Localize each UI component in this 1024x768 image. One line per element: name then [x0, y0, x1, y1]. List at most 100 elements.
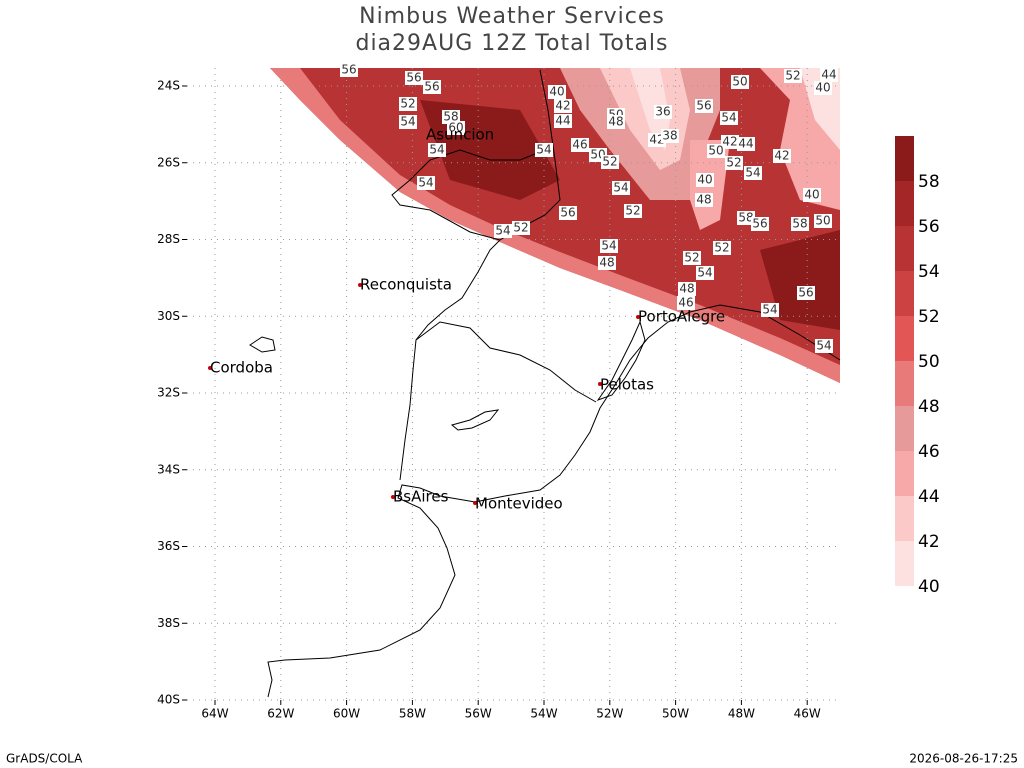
- contour-label-bg: [773, 149, 791, 163]
- y-tick-label: 32S: [157, 386, 180, 400]
- y-tick-label: 26S: [157, 155, 180, 169]
- shaded-area: [270, 68, 840, 383]
- contour-label: 54: [400, 115, 415, 129]
- y-tick-label: 30S: [157, 309, 180, 323]
- contour-label-bg: [814, 214, 832, 228]
- colorbar: 40 42 44 46 48 50 52 54 56 58: [895, 136, 940, 597]
- contour-label-bg: [797, 286, 815, 300]
- contour-label-bg: [737, 137, 755, 151]
- contour-label: 56: [798, 286, 813, 300]
- colorbar-label: 46: [918, 442, 940, 462]
- contour-label: 42: [555, 99, 570, 113]
- contour-label-bg: [695, 193, 713, 207]
- colorbar-box: [895, 271, 914, 316]
- contour-label: 54: [495, 224, 510, 238]
- contour-label-bg: [696, 266, 714, 280]
- x-tick-label: 60W: [333, 707, 360, 721]
- contour-label: 56: [696, 99, 711, 113]
- x-tick-label: 52W: [596, 707, 623, 721]
- contour-label-bg: [803, 188, 821, 202]
- colorbar-box: [895, 496, 914, 541]
- contour-label-bg: [612, 181, 630, 195]
- border: [415, 321, 597, 403]
- contour-label: 54: [601, 239, 616, 253]
- contour-label: 42: [774, 149, 789, 163]
- contour-label: 56: [406, 71, 421, 85]
- contour-label-bg: [707, 144, 725, 158]
- contour-label: 48: [696, 193, 711, 207]
- contour-label-bg: [678, 282, 696, 296]
- border: [391, 149, 546, 241]
- contour-label: 54: [536, 143, 551, 157]
- contour-label: 52: [726, 156, 741, 170]
- contour-label: 40: [804, 188, 819, 202]
- contour-label-bg: [695, 99, 713, 113]
- contour-label-bg: [399, 115, 417, 129]
- y-tick-label: 28S: [157, 232, 180, 246]
- contour-label: 52: [625, 204, 640, 218]
- city-marker: [391, 495, 395, 499]
- contour-label: 44: [821, 68, 836, 82]
- contour-label-bg: [494, 224, 512, 238]
- colorbar-label: 58: [918, 172, 940, 192]
- contour-label-bg: [725, 156, 743, 170]
- city-marker: [598, 382, 602, 386]
- contour-label-bg: [559, 206, 577, 220]
- title: Nimbus Weather Services: [359, 4, 665, 29]
- contour-label-bg: [751, 217, 769, 231]
- contour-label: 48: [679, 282, 694, 296]
- colorbar-label: 48: [918, 397, 940, 417]
- contour-label: 42: [649, 133, 664, 147]
- contour-label-bg: [598, 256, 616, 270]
- contour-label: 56: [341, 63, 356, 77]
- contour-label: 40: [815, 81, 830, 95]
- x-tick-label: 58W: [399, 707, 426, 721]
- contour-label: 52: [400, 97, 415, 111]
- contour-label-bg: [713, 241, 731, 255]
- contour-label-bg: [548, 85, 566, 99]
- city-marker: [636, 315, 640, 319]
- colorbar-label: 50: [918, 352, 940, 372]
- x-tick-label: 56W: [465, 707, 492, 721]
- contour-label: 54: [613, 181, 628, 195]
- city-marker: [473, 501, 477, 505]
- shaded-area: [630, 68, 670, 150]
- y-tick-label: 34S: [157, 462, 180, 476]
- contour-label-bg: [447, 121, 465, 135]
- contour-label-bg: [791, 217, 809, 231]
- contour-label-bg: [624, 204, 642, 218]
- colorbar-label: 54: [918, 262, 940, 282]
- contour-label-bg: [423, 80, 441, 94]
- y-tick-label: 38S: [157, 616, 180, 630]
- lake: [450, 409, 500, 431]
- contour-label-bg: [535, 143, 553, 157]
- city-label: Asuncion: [426, 126, 494, 144]
- footer-left: GrADS/COLA: [6, 752, 83, 766]
- contour-label: 54: [745, 166, 760, 180]
- contour-label: 46: [678, 296, 693, 310]
- x-tick-label: 62W: [267, 707, 294, 721]
- grid: 64W 62W 60W 58W 56W 54W 52W 50W 48W 46W 24S 26S 28S 3…: [157, 68, 840, 721]
- contour-label-bg: [571, 138, 589, 152]
- contour-label-bg: [661, 129, 679, 143]
- contour-label-bg: [721, 135, 739, 149]
- contour-label: 42: [722, 135, 737, 149]
- lagoon: [596, 320, 646, 401]
- contour-label: 56: [560, 206, 575, 220]
- contour-label: 54: [429, 143, 444, 157]
- y-tick-label: 36S: [157, 539, 180, 553]
- contour-label: 50: [732, 75, 747, 89]
- contour-label: 52: [602, 155, 617, 169]
- city-marker: [358, 283, 362, 287]
- contour-label: 52: [513, 221, 528, 235]
- contour-label-bg: [554, 114, 572, 128]
- contour-label-bg: [399, 97, 417, 111]
- contour-label: 54: [697, 266, 712, 280]
- lake: [249, 336, 276, 353]
- contour-label: 46: [572, 138, 587, 152]
- contour-label: 56: [752, 217, 767, 231]
- coastline: [267, 304, 841, 698]
- contour-label-bg: [607, 115, 625, 129]
- footer-right: 2026-08-26-17:25: [909, 752, 1018, 766]
